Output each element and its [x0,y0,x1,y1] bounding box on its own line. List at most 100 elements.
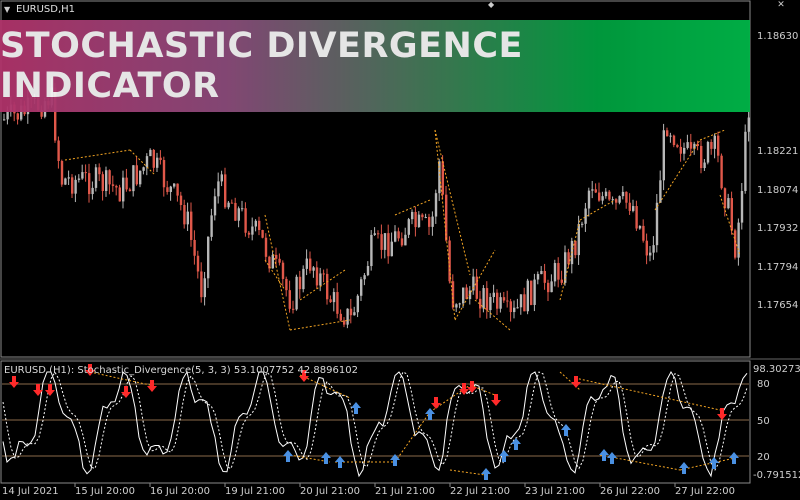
up-arrow-icon [511,438,521,450]
candle-body [431,216,434,227]
indicator-tick: 50 [757,416,770,427]
candle-body [468,290,472,300]
candle-body [502,297,506,301]
candle-body [275,254,278,259]
candle-body [244,208,247,233]
candle-body [676,145,679,147]
up-arrow-icon [283,450,293,462]
candle-body [88,173,91,195]
symbol-menu-icon[interactable]: ▼ [4,5,11,14]
candle-body [428,217,431,227]
candle-body [346,308,349,325]
candle-body [591,189,594,191]
candle-body [621,191,625,197]
candle-body [271,254,274,269]
divergence-line [129,149,156,176]
candle-body [101,174,104,191]
candle-body [642,225,645,241]
price-tick: 1.17794 [757,262,799,273]
divergence-line [299,269,346,301]
candle-body [567,252,570,265]
candle-body [737,222,740,258]
candle-body [635,206,638,229]
candle-body [128,189,132,192]
down-arrow-icon [85,364,95,376]
candle-body [611,199,614,201]
candle-body [312,267,315,271]
down-arrow-icon [717,408,727,420]
candle-body [618,196,621,203]
down-arrow-icon [33,384,43,396]
candle-body [336,292,339,314]
time-tick: 20 Jul 21:00 [300,486,360,497]
candle-body [628,202,631,211]
down-arrow-icon [121,386,131,398]
candle-body [251,226,254,235]
candle-body [496,292,499,309]
candle-body [169,186,172,192]
candle-body [581,223,584,225]
candle-body [434,193,438,217]
close-icon[interactable]: ✕ [777,0,785,10]
candle-body [40,109,43,117]
candle-body [734,230,737,258]
candle-body [465,287,468,300]
candle-body [540,270,543,275]
candle-body [326,273,329,300]
time-tick: 21 Jul 21:00 [375,486,435,497]
candle-body [455,304,458,308]
candle-body [526,280,529,312]
candle-body [315,267,319,286]
candle-body [227,202,230,208]
candle-body [683,147,686,154]
candle-body [210,215,213,237]
candle-body [366,266,370,276]
candle-body [727,198,730,209]
divergence-line [64,149,131,161]
up-arrow-icon [321,452,331,464]
candle-body [462,287,465,304]
up-arrow-icon [709,457,719,469]
candle-body [234,202,237,221]
divergence-line [559,219,581,301]
divergence-line [654,139,701,211]
candle-body [649,252,652,256]
axis-ticks [74,483,676,487]
candle-body [394,231,397,242]
candle-body [111,184,115,186]
candle-body [723,188,727,209]
price-divergence-lines [64,129,741,331]
divergence-line [579,199,616,221]
time-tick: 26 Jul 22:00 [600,486,660,497]
divergence-line [299,374,351,399]
candle-body [186,211,189,225]
candle-body [84,172,87,174]
candle-body [98,167,101,175]
candle-body [298,276,302,290]
candle-body [370,234,373,267]
candle-body [3,119,6,121]
candle-body [183,205,186,225]
candle-body [193,239,196,256]
scroll-to-end-icon[interactable]: ◆ [488,0,495,9]
down-arrow-icon [491,394,501,406]
candle-body [689,142,693,149]
candle-body [547,282,550,293]
candle-body [166,187,169,192]
candle-body [604,191,608,197]
candle-body [203,278,206,298]
candle-body [509,301,512,313]
candle-body [288,290,291,309]
candle-body [16,113,19,120]
candle-body [557,263,560,280]
up-arrow-icon [390,454,400,466]
candle-body [397,231,400,239]
candle-body [278,258,281,263]
candle-body [179,195,183,206]
down-arrow-icon [147,380,157,392]
indicator-tick: 98.302733 [753,364,800,375]
candle-body [523,294,526,312]
candle-body [513,307,516,313]
up-arrow-icon [561,424,571,436]
candle-body [574,240,577,256]
